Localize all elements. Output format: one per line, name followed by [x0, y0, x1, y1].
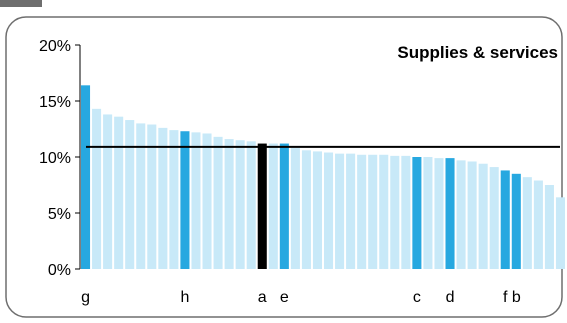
bar — [423, 157, 433, 269]
bar — [555, 197, 566, 269]
bar — [412, 157, 422, 269]
bar — [257, 143, 267, 269]
x-tick-label: d — [446, 289, 455, 306]
x-tick-label: e — [280, 289, 289, 306]
bar — [147, 124, 157, 270]
bar — [511, 173, 521, 269]
bar — [290, 148, 300, 269]
y-tick-label: 10% — [39, 150, 71, 167]
bar — [169, 130, 179, 269]
bar — [103, 114, 113, 269]
bar — [533, 180, 543, 269]
bar — [456, 160, 466, 269]
y-tick-label: 0% — [48, 262, 71, 279]
bar — [180, 131, 190, 269]
header-tab — [0, 0, 42, 7]
bar — [390, 155, 400, 269]
bar — [80, 85, 91, 269]
x-tick-label: c — [413, 289, 421, 306]
x-tick-label: f — [503, 289, 508, 306]
bar — [158, 127, 168, 269]
bar — [335, 153, 345, 269]
bar — [346, 153, 356, 269]
y-tick-label: 20% — [39, 38, 71, 55]
x-tick-label: g — [81, 289, 90, 306]
bar — [379, 154, 389, 269]
bar — [312, 151, 323, 269]
bar — [301, 150, 311, 269]
bar — [279, 143, 289, 269]
bar — [191, 132, 201, 269]
bar — [401, 155, 411, 269]
bar — [467, 161, 477, 269]
x-tick-label: a — [258, 289, 267, 306]
bar — [500, 170, 510, 269]
x-tick-label: b — [512, 289, 521, 306]
bar — [323, 152, 334, 269]
bar — [478, 163, 488, 269]
bar — [522, 177, 532, 269]
y-axis: 0% 5% 10% 15% 20% — [39, 38, 81, 279]
bar — [125, 120, 135, 269]
y-tick-label: 5% — [48, 206, 71, 223]
bar — [202, 133, 212, 269]
bar — [246, 141, 256, 269]
bar — [235, 140, 245, 269]
bar — [114, 116, 124, 270]
bar — [224, 139, 234, 269]
bar — [434, 158, 444, 269]
bar — [357, 154, 367, 269]
y-tick-label: 15% — [39, 94, 71, 111]
x-tick-label: h — [180, 289, 189, 306]
bars — [80, 85, 566, 270]
bar — [268, 143, 278, 269]
bar — [92, 108, 102, 269]
bar — [368, 154, 378, 269]
bar — [136, 123, 146, 270]
bar — [489, 167, 499, 269]
chart-title: Supplies & services — [397, 43, 558, 62]
bar — [213, 136, 223, 269]
bar — [445, 158, 455, 269]
bar — [544, 185, 554, 269]
